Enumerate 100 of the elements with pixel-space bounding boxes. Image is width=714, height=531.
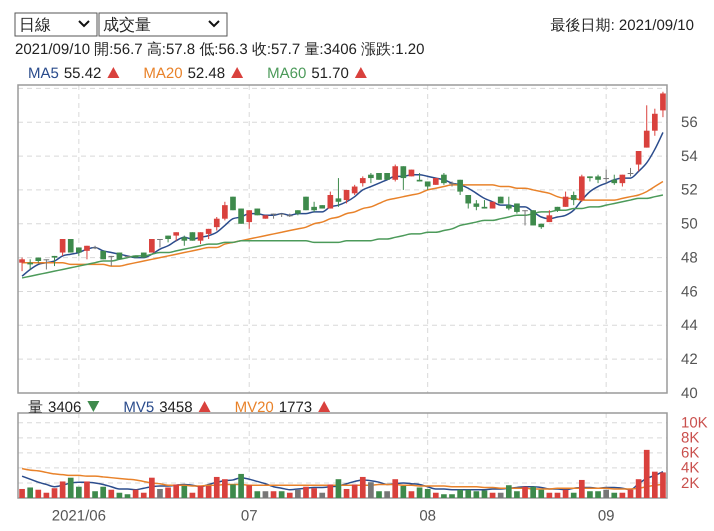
bar (498, 492, 504, 498)
candlestick (303, 196, 309, 211)
bar (490, 492, 496, 498)
chart-subtitle: 2021/09/10 開:56.7 高:57.8 低:56.3 收:57.7 量:3406 漲跌:1.20 (15, 41, 424, 58)
annotation: 3406 (48, 399, 82, 416)
candlestick (562, 191, 568, 208)
bar (132, 490, 138, 498)
candlestick (222, 201, 228, 221)
bar (603, 490, 609, 498)
bar (124, 494, 130, 498)
bar (100, 486, 106, 498)
candlestick (465, 194, 472, 210)
bar (230, 484, 236, 498)
bar (60, 481, 66, 498)
text: MA20 (143, 65, 183, 82)
y-tick-label: 46 (681, 283, 698, 300)
y-tick-label: 52 (681, 182, 698, 199)
candlestick (400, 166, 406, 190)
bar (360, 476, 366, 498)
bar (270, 491, 276, 498)
text: 52.48 (188, 65, 226, 82)
y-tick-label: 50 (681, 216, 698, 233)
bar (214, 476, 220, 498)
candlestick (149, 238, 155, 254)
candlestick (620, 174, 626, 188)
bar (246, 485, 252, 498)
candlestick (522, 210, 528, 226)
candlestick (652, 108, 658, 136)
y-tick-label: 10K (681, 414, 708, 432)
y-tick-label: 2K (681, 474, 700, 492)
bar (278, 491, 284, 498)
bar (562, 490, 568, 498)
bar (344, 488, 350, 498)
bar (611, 492, 618, 498)
bar (108, 490, 114, 498)
text: 51.70 (311, 65, 349, 82)
text: MA5 (28, 65, 59, 82)
bar (636, 479, 642, 498)
y-tick-label: 4K (681, 460, 700, 477)
bar (303, 486, 309, 498)
bar (140, 492, 147, 498)
bar (416, 487, 422, 498)
dropdown[interactable]: 成交量 (98, 12, 228, 36)
candlestick (578, 174, 585, 202)
bar (482, 490, 488, 498)
x-tick-label: 2021/06 (52, 508, 106, 525)
candlestick (441, 172, 447, 186)
candlestick (214, 216, 220, 232)
line-series (21, 132, 664, 277)
bar (554, 492, 560, 498)
bar (530, 486, 536, 498)
y-tick-label: 56 (681, 114, 698, 132)
bar (441, 494, 447, 498)
bar (376, 491, 382, 498)
candlestick (327, 191, 334, 210)
x-tick-label: 09 (598, 508, 614, 525)
candlestick (238, 208, 244, 224)
candlestick (368, 172, 374, 184)
bar (295, 490, 301, 498)
dropdown[interactable]: 日線 (14, 12, 98, 36)
candlestick (60, 238, 66, 256)
bar (474, 491, 480, 498)
bar (457, 490, 463, 498)
candlestick (198, 232, 204, 245)
candlestick (19, 257, 25, 272)
bar (465, 490, 472, 498)
x-tick-label: 08 (419, 508, 436, 525)
text: 55.42 (64, 65, 102, 82)
annotation: 量 (28, 399, 43, 416)
candlestick (474, 200, 480, 211)
bar (424, 488, 431, 498)
bar (578, 480, 585, 498)
bar (644, 450, 650, 498)
bar (149, 478, 155, 498)
bar (400, 486, 406, 498)
bar (570, 492, 577, 498)
bar (336, 479, 342, 498)
candlestick (246, 210, 252, 230)
bar (262, 491, 268, 498)
bar (35, 490, 42, 498)
bar (311, 488, 317, 498)
bar (587, 491, 593, 498)
bar (116, 492, 122, 498)
bar (254, 491, 260, 498)
candlestick (344, 189, 350, 204)
bar (27, 487, 34, 498)
bar (222, 479, 228, 498)
annotation: 1773 (278, 399, 312, 416)
bar (19, 488, 25, 498)
candlestick (603, 169, 609, 184)
bar (327, 484, 334, 498)
bar (44, 492, 50, 498)
bar (165, 487, 171, 498)
bar (522, 486, 528, 498)
y-tick-label: 54 (681, 148, 698, 165)
bar (652, 472, 658, 498)
y-tick-label: 48 (681, 249, 698, 266)
line-series (21, 194, 664, 279)
text: MV5 (123, 399, 154, 416)
y-tick-label: 8K (681, 430, 700, 447)
